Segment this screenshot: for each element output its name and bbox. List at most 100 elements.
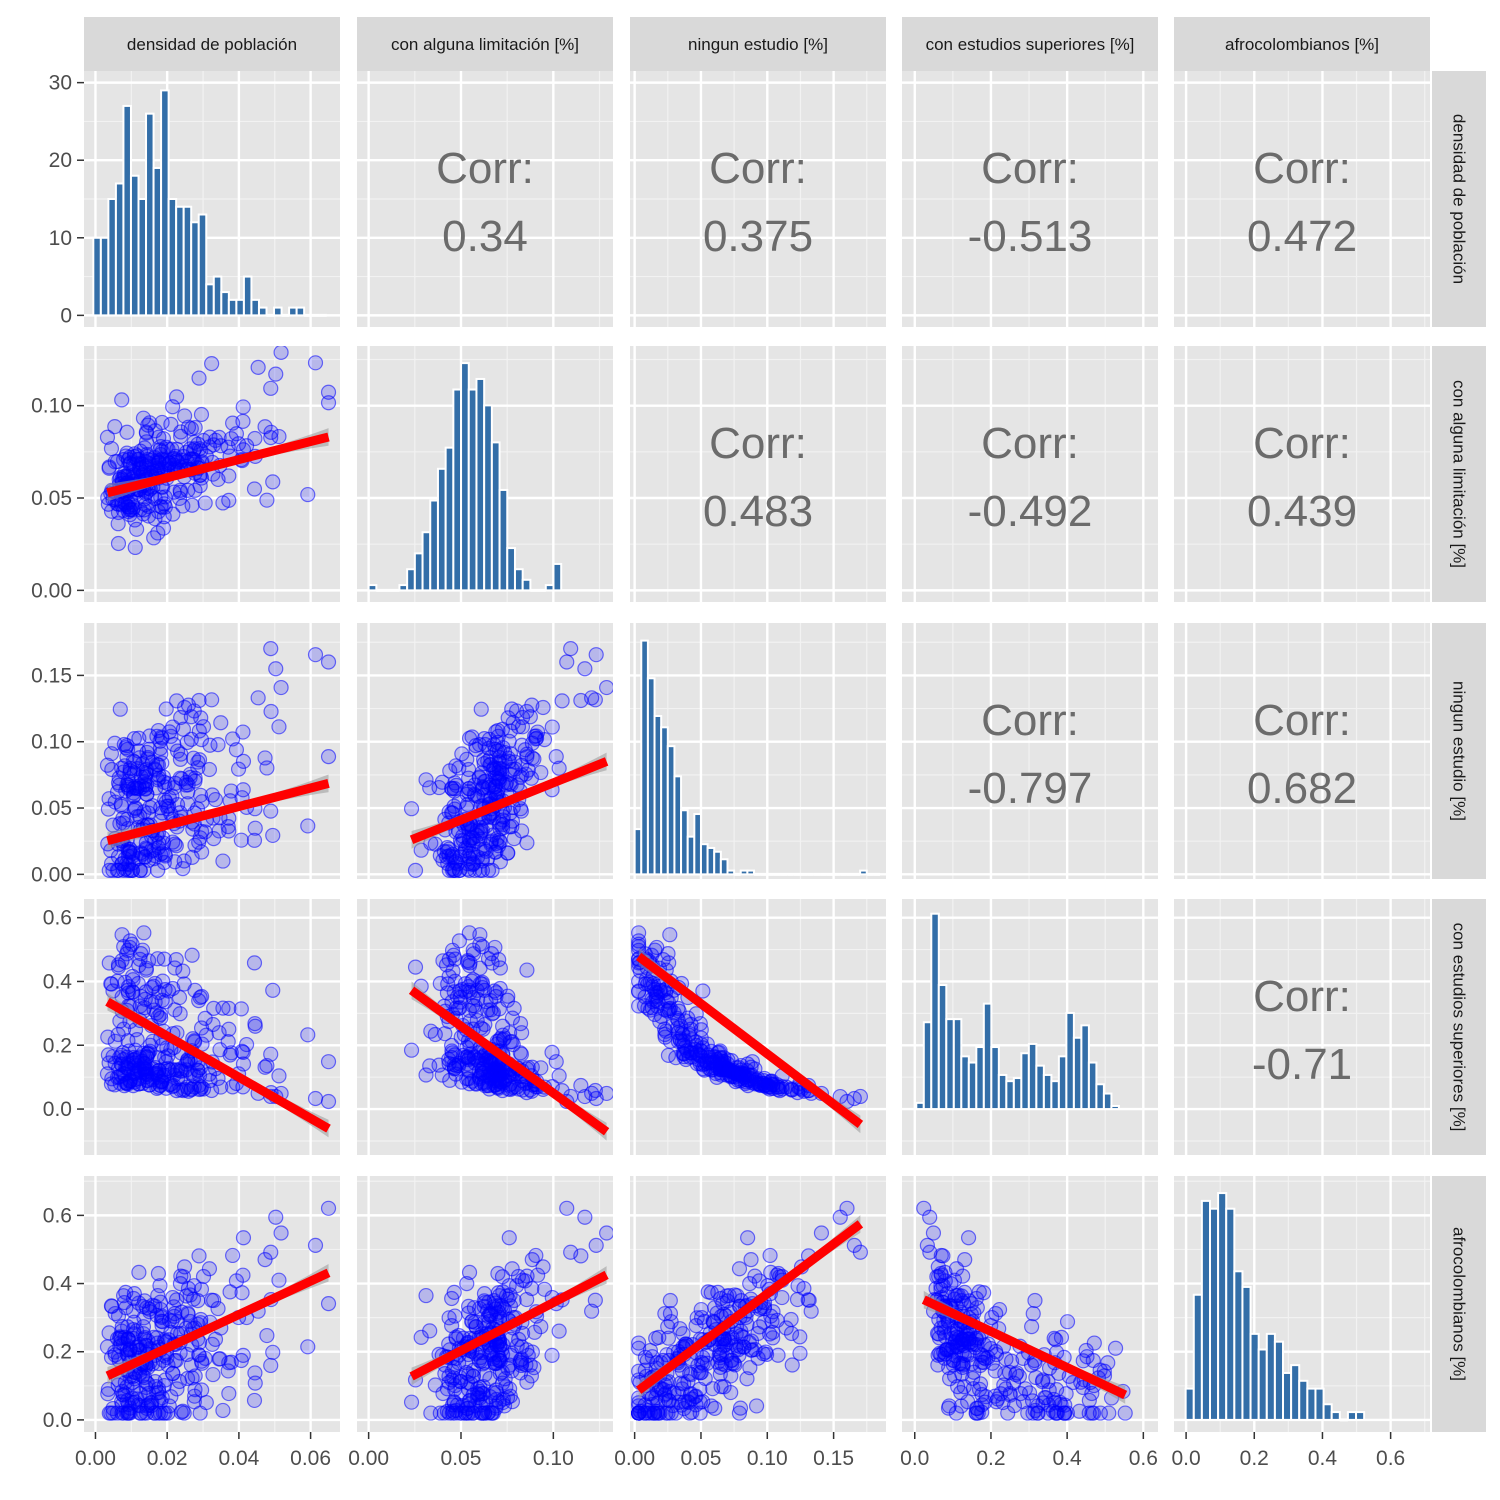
histogram-bar [1057, 1055, 1068, 1111]
scatter-point [509, 703, 525, 719]
scatter-point [451, 760, 467, 776]
scatter-point [1035, 1372, 1051, 1388]
scatter-point [109, 1331, 126, 1347]
scatter-point [732, 1066, 748, 1082]
histogram-bar [967, 1061, 978, 1111]
y-tick-label: 0.4 [43, 1273, 73, 1296]
panel-r3-c4: Corr: -0.71 [1174, 899, 1430, 1155]
scatter-point [473, 701, 489, 717]
panel-r1-c2: Corr: 0.483 [630, 346, 886, 602]
scatter-point [220, 1363, 236, 1379]
scatter-point [465, 946, 482, 962]
histogram-bar [311, 313, 320, 317]
scatter-point [933, 1265, 949, 1282]
scatter-point [259, 760, 275, 776]
histogram-bar [773, 872, 781, 876]
histogram-bar [1330, 1411, 1341, 1421]
scatter-point [501, 1230, 517, 1246]
scatter-point [488, 988, 504, 1005]
scatter-point [506, 831, 522, 847]
scatter-point [179, 1052, 196, 1069]
panel-r1-c0 [84, 346, 340, 602]
x-tick-label: 0.02 [147, 1447, 188, 1470]
scatter-point [259, 1327, 275, 1344]
scatter-point [187, 482, 203, 498]
scatter-point [114, 1068, 130, 1084]
histogram-bar [1035, 1064, 1045, 1111]
histogram-bar [1225, 1207, 1236, 1421]
scatter-point [145, 1033, 161, 1049]
histogram-bar [129, 174, 140, 317]
scatter-point [1023, 1357, 1040, 1373]
scatter-point [320, 654, 337, 670]
scatter-point [423, 1405, 439, 1421]
scatter-point [179, 1370, 196, 1387]
histogram-bar [1050, 1080, 1060, 1111]
correlation-value: 0.375 [703, 212, 813, 261]
scatter-point [774, 1289, 790, 1306]
scatter-point [126, 802, 143, 819]
y-tick-label: 0.0 [43, 1409, 72, 1432]
scatter-point [551, 1068, 567, 1084]
scatter-point [435, 1385, 451, 1402]
scatter-point [955, 1295, 972, 1311]
scatter-point [505, 1036, 521, 1053]
scatter-point [544, 1044, 560, 1060]
histogram-bar [1020, 1052, 1030, 1111]
scatter-point [154, 1390, 170, 1406]
column-strip-4: afrocolombianos [%] [1174, 17, 1430, 71]
histogram-bar [530, 588, 539, 592]
scatter-point [187, 837, 203, 853]
scatter-point [225, 1247, 241, 1264]
scatter-point [431, 1057, 447, 1073]
scatter-point [110, 516, 126, 532]
scatter-point [140, 953, 157, 969]
panel-r4-c3 [902, 1176, 1158, 1432]
scatter-point [250, 690, 266, 706]
scatter-point [246, 481, 263, 497]
scatter-point [265, 1344, 281, 1360]
scatter-point [490, 722, 506, 739]
scatter-point [131, 730, 147, 746]
scatter-point [755, 1075, 771, 1092]
correlation-label: Corr: [1253, 419, 1351, 468]
scatter-point [697, 1370, 713, 1387]
scatter-point [648, 1390, 664, 1406]
scatter-point [117, 954, 133, 970]
scatter-point [468, 1075, 484, 1092]
scatter-point [122, 844, 138, 860]
scatter-point [120, 1033, 136, 1049]
scatter-point [190, 436, 206, 452]
correlation-label: Corr: [1253, 972, 1351, 1021]
scatter-point [146, 530, 162, 546]
histogram-bar [1087, 1061, 1098, 1111]
scatter-point [117, 1374, 133, 1391]
scatter-point [114, 392, 130, 408]
scatter-point [184, 947, 200, 963]
scatter-point [446, 1284, 462, 1301]
histogram-bar [826, 872, 834, 876]
scatter-point [268, 661, 284, 677]
scatter-point [403, 1042, 420, 1058]
y-tick-label: 0.00 [31, 579, 72, 602]
scatter-point [948, 1405, 964, 1421]
column-strip-label: con estudios superiores [%] [926, 35, 1135, 54]
histogram-bar [800, 872, 808, 876]
scatter-point [839, 1200, 855, 1216]
scatter-point [1015, 1394, 1031, 1410]
histogram-bar [1208, 1207, 1220, 1421]
scatter-point [191, 1077, 207, 1094]
scatter-point [246, 1392, 263, 1409]
histogram-bar [846, 872, 854, 876]
scatter-point [179, 796, 196, 812]
scatter-point [695, 983, 711, 999]
scatter-point [813, 1225, 830, 1241]
histogram-bar [1314, 1387, 1325, 1421]
histogram-bar [1298, 1379, 1309, 1421]
histogram-bar [506, 547, 516, 592]
scatter-point [765, 1324, 781, 1340]
scatter-point [300, 1339, 316, 1355]
correlation-label: Corr: [981, 696, 1079, 745]
scatter-point [447, 1405, 463, 1421]
x-tick-label: 0.00 [614, 1447, 655, 1470]
